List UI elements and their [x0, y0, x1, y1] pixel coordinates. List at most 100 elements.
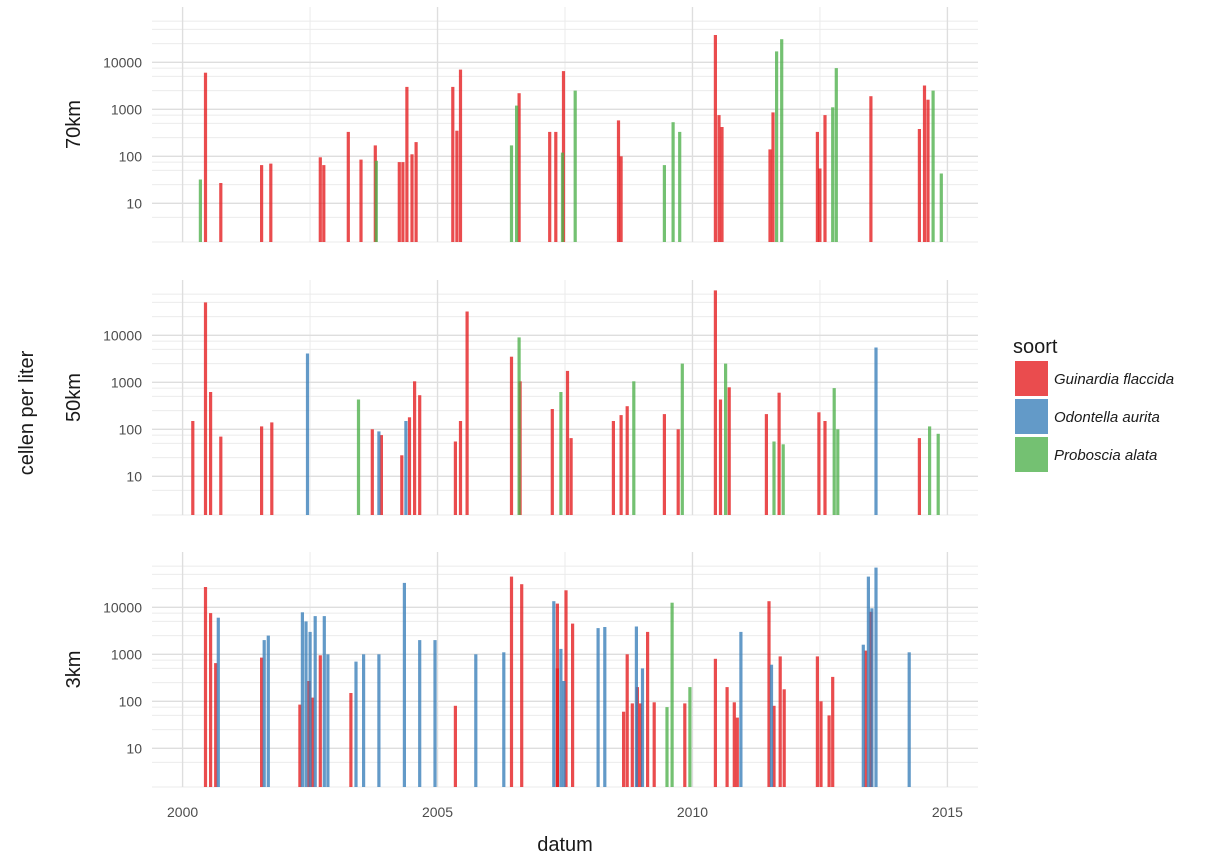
bar	[407, 417, 412, 515]
bar	[869, 96, 873, 242]
y-tick-label: 1000	[111, 101, 142, 117]
bar	[775, 51, 779, 243]
y-tick-label: 100	[119, 421, 143, 437]
facet-label: 70km	[63, 100, 85, 149]
bar	[203, 72, 208, 242]
bar	[562, 681, 566, 787]
bar	[861, 644, 865, 787]
bar	[713, 35, 717, 242]
bar	[782, 689, 786, 787]
bar	[359, 159, 363, 242]
bar	[552, 601, 556, 787]
bar	[300, 612, 304, 787]
bar	[402, 582, 406, 787]
bar	[781, 444, 785, 515]
bar	[780, 39, 784, 243]
bar	[209, 613, 213, 787]
bar	[683, 703, 687, 787]
bar	[260, 165, 264, 242]
x-tick-label: 2005	[422, 804, 453, 820]
bar	[772, 705, 776, 787]
bar	[354, 661, 358, 787]
bar	[326, 654, 330, 787]
bar	[308, 631, 312, 787]
bar	[453, 441, 457, 515]
bar	[874, 347, 878, 515]
bar	[356, 399, 361, 515]
bar	[725, 687, 729, 787]
bar	[625, 654, 629, 787]
bar	[433, 640, 437, 787]
bar	[362, 654, 366, 787]
bar	[262, 640, 266, 787]
bar	[571, 623, 575, 787]
legend-key	[1015, 361, 1048, 396]
y-tick-label: 10	[126, 740, 142, 756]
bar	[451, 86, 455, 243]
x-tick-label: 2000	[167, 804, 198, 820]
bar	[724, 363, 728, 515]
y-tick-label: 1000	[111, 646, 142, 662]
y-tick-label: 100	[119, 693, 143, 709]
y-tick-label: 10	[126, 468, 142, 484]
bar	[866, 576, 870, 787]
legend-key	[1015, 437, 1048, 472]
bar	[565, 370, 570, 515]
bar	[625, 406, 629, 515]
bar	[764, 414, 768, 515]
bar	[569, 438, 573, 515]
y-tick-label: 1000	[111, 374, 142, 390]
bar	[662, 165, 666, 242]
bar	[203, 587, 208, 787]
bar	[502, 652, 506, 787]
bar	[214, 663, 218, 787]
bar	[928, 426, 932, 515]
bar	[720, 127, 724, 242]
bar	[573, 90, 577, 242]
bar	[823, 115, 827, 242]
bar	[688, 687, 692, 787]
bar	[397, 162, 401, 242]
bar	[418, 395, 422, 515]
bar	[815, 656, 819, 787]
facet-label: 50km	[63, 373, 85, 422]
y-axis-title: cellen per liter	[16, 350, 38, 475]
bar	[318, 157, 322, 242]
bar	[298, 704, 302, 787]
bar	[313, 616, 317, 787]
bar	[676, 429, 680, 515]
bar	[907, 652, 911, 787]
bar	[939, 173, 943, 242]
bar	[671, 122, 675, 242]
legend-key	[1015, 399, 1048, 434]
bar	[260, 657, 264, 787]
bar	[311, 697, 315, 787]
bar	[219, 183, 223, 242]
bar	[619, 415, 623, 515]
bar	[638, 703, 643, 787]
bar	[318, 655, 322, 787]
bar	[564, 590, 568, 787]
bar	[517, 93, 521, 242]
bar	[619, 156, 623, 242]
bar	[555, 668, 559, 787]
legend-title: soort	[1013, 336, 1058, 358]
y-tick-label: 100	[119, 148, 143, 164]
bar	[474, 654, 478, 787]
bar	[831, 107, 835, 242]
bar	[662, 414, 666, 515]
bar	[778, 656, 782, 787]
bar	[554, 131, 558, 242]
bar	[713, 658, 717, 787]
bar	[405, 86, 409, 243]
bar	[767, 601, 771, 787]
panel-70km	[152, 7, 978, 243]
bar	[718, 399, 723, 515]
bar	[735, 717, 739, 787]
bar	[922, 85, 927, 242]
bar	[270, 422, 274, 515]
bar	[550, 409, 554, 515]
bar	[191, 421, 195, 515]
bar	[401, 162, 405, 242]
